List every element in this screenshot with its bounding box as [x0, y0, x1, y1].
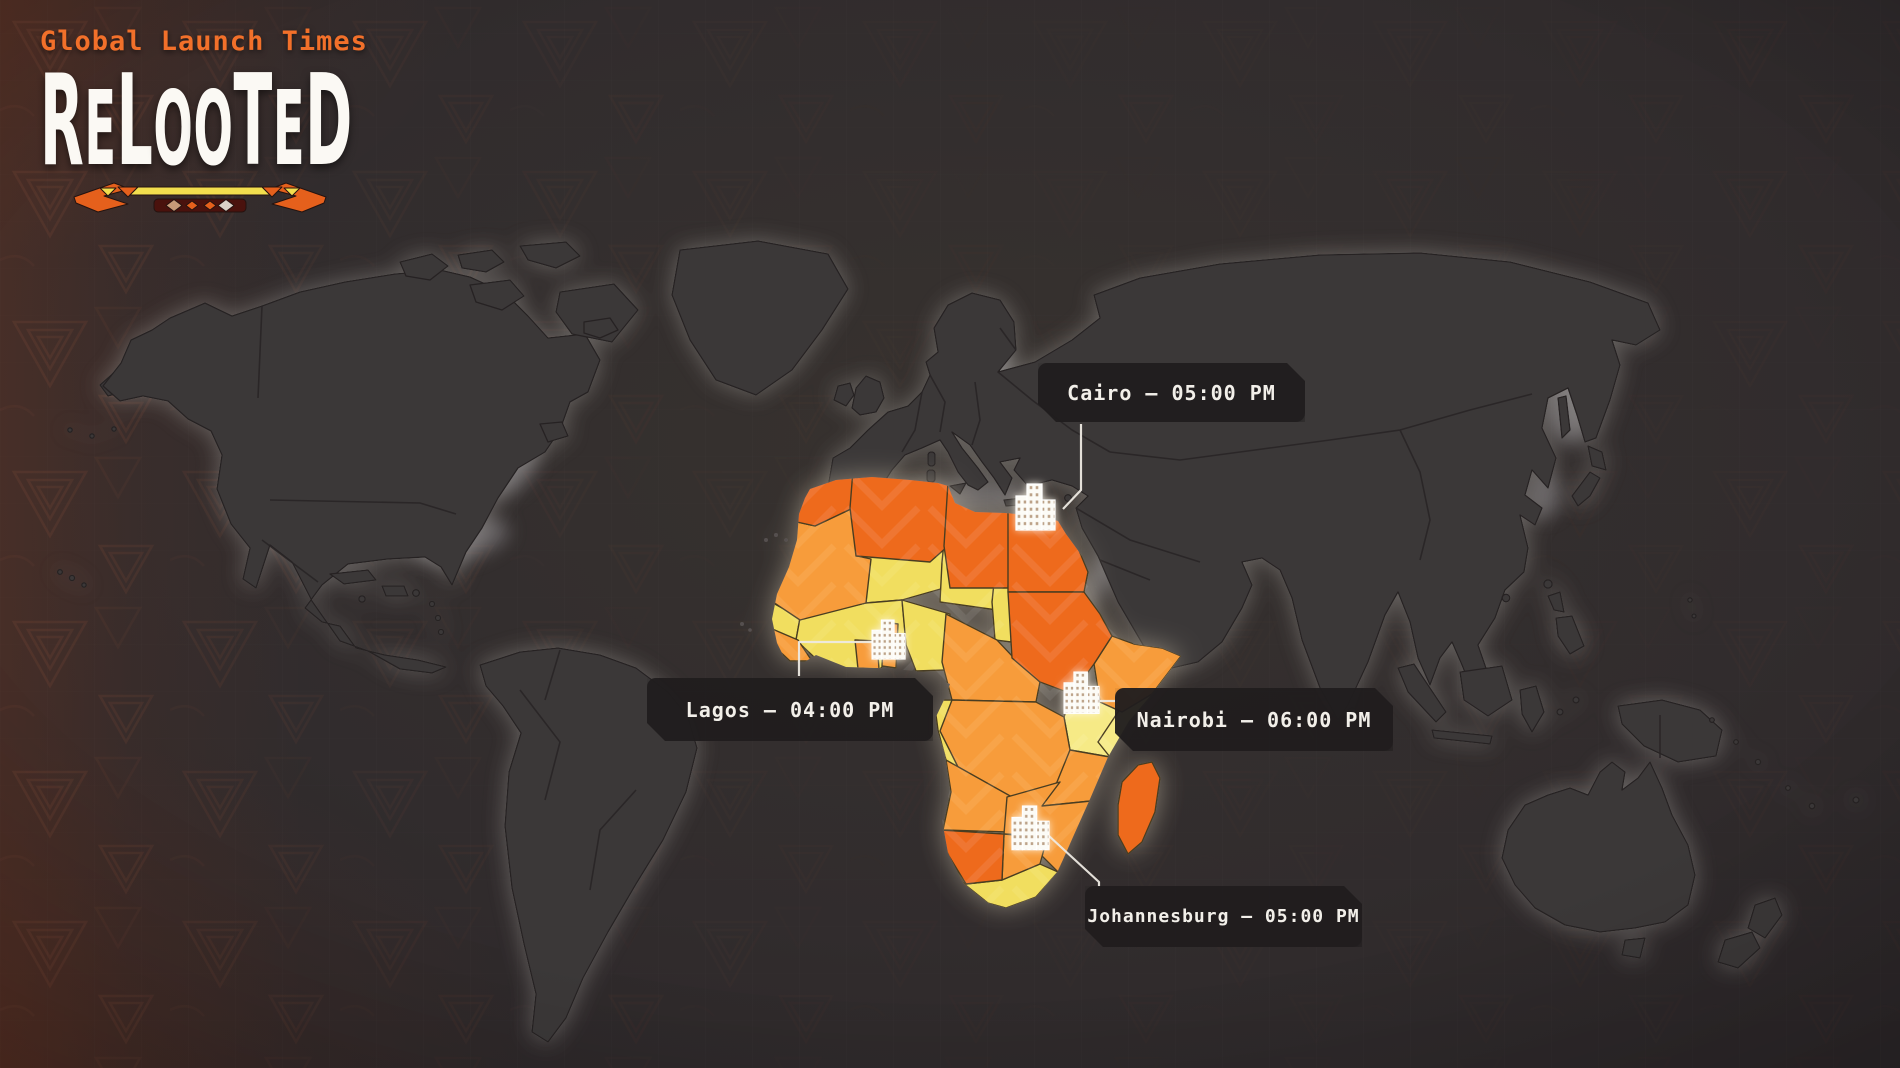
time-label-lagos-text: Lagos – 04:00 PM [685, 697, 895, 722]
world-landmass [56, 240, 1860, 1043]
country-madagascar [1117, 761, 1161, 856]
connector-lagos [797, 640, 873, 676]
relooted-logo: RELOOTED [40, 59, 352, 184]
connector-johannesburg [1048, 835, 1101, 887]
pacific-islands [1687, 597, 1860, 810]
landmass-north-america [102, 269, 601, 674]
landmass-eurasia [827, 252, 1661, 721]
landmass-australia [1501, 761, 1696, 933]
brand-block: Global Launch Times RELOOTED [40, 26, 368, 219]
tribal-ornament-icon [73, 182, 327, 213]
relooted-logo-word: RELOOTED [40, 48, 353, 195]
mediterranean-islands [926, 451, 1073, 507]
arctic-islands [399, 241, 639, 443]
time-label-cairo-text: Cairo – 05:00 PM [1067, 380, 1276, 405]
landmass-south-america [479, 647, 698, 1043]
landmass-greenland [671, 240, 849, 396]
indonesia-new-guinea [1397, 663, 1723, 763]
connector-cairo [1062, 424, 1083, 510]
landmass-uk [851, 375, 885, 416]
time-label-johannesburg-text: Johannesburg – 05:00 PM [1087, 906, 1360, 927]
time-label-lagos: Lagos – 04:00 PM [647, 678, 933, 741]
time-label-nairobi: Nairobi – 06:00 PM [1115, 688, 1393, 751]
east-asia-islands [1346, 395, 1607, 718]
caribbean-islands [329, 569, 445, 636]
time-label-cairo: Cairo – 05:00 PM [1038, 363, 1305, 422]
landmass-iceland [583, 317, 619, 339]
time-label-johannesburg: Johannesburg – 05:00 PM [1085, 886, 1362, 947]
landmass-tasmania [1621, 937, 1646, 959]
small-islands [56, 426, 117, 588]
landmass-ireland [833, 382, 855, 407]
landmass-new-zealand [1717, 897, 1783, 969]
atlantic-island-dots [740, 533, 788, 632]
country-borders-dark [257, 305, 1661, 891]
time-label-nairobi-text: Nairobi – 06:00 PM [1136, 707, 1372, 732]
page-title: Global Launch Times [40, 26, 368, 57]
